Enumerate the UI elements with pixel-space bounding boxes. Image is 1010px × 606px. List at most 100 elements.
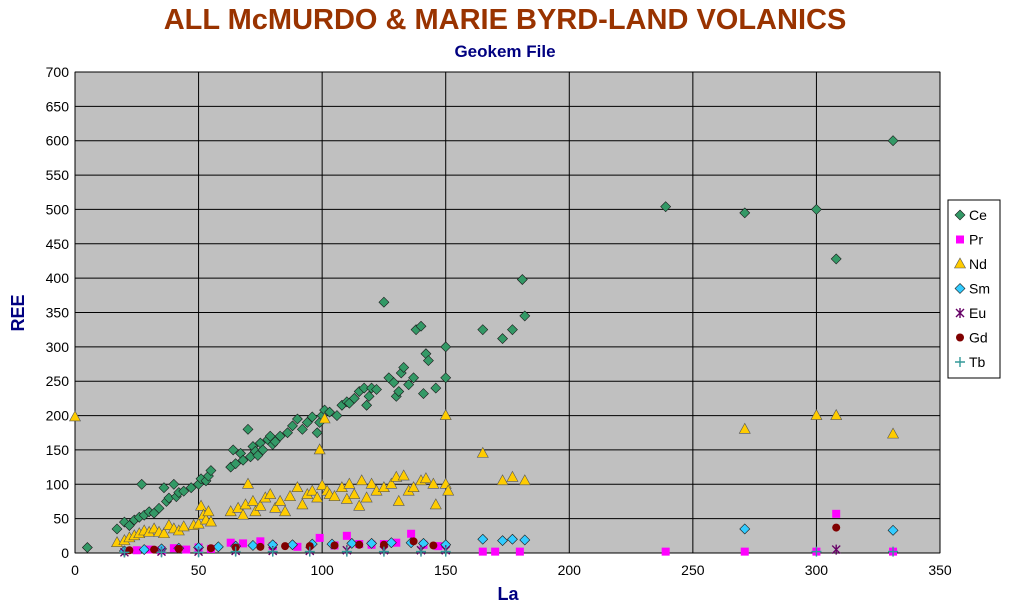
data-point-ce <box>660 201 672 213</box>
data-point-ce <box>440 372 452 384</box>
data-point-nd <box>355 474 368 486</box>
x-axis-title: La <box>497 584 519 604</box>
data-point-sm <box>346 537 358 549</box>
data-point-nd <box>810 408 823 420</box>
data-point-ce <box>296 423 308 435</box>
data-point-sm <box>497 535 508 547</box>
legend-label-nd: Nd <box>969 256 987 272</box>
data-point-nd <box>177 520 190 532</box>
data-point-ce <box>178 485 190 497</box>
legend-marker-nd <box>953 257 967 269</box>
data-point-ce <box>408 372 420 384</box>
legend-marker-gd <box>956 333 964 342</box>
data-point-ce <box>393 386 405 397</box>
data-point-pr <box>226 538 235 547</box>
data-point-ce <box>497 333 508 345</box>
data-point-ce <box>227 444 239 456</box>
data-point-gd <box>305 542 314 551</box>
data-point-nd <box>157 527 170 539</box>
y-tick-label: 50 <box>53 511 69 527</box>
data-point-tb <box>304 546 315 557</box>
data-point-sm <box>739 523 751 535</box>
data-point-nd <box>328 490 341 501</box>
data-point-ce <box>418 388 429 400</box>
data-point-nd <box>264 487 277 499</box>
data-point-nd <box>269 501 282 513</box>
legend-marker-eu <box>955 308 965 318</box>
data-point-tb <box>156 547 167 558</box>
data-point-gd <box>355 540 364 549</box>
data-point-nd <box>195 499 208 511</box>
data-point-tb <box>888 546 899 557</box>
data-point-gd <box>429 541 438 550</box>
data-point-ce <box>257 444 269 456</box>
data-point-ce <box>111 523 123 535</box>
data-point-ce <box>516 274 528 285</box>
data-point-nd <box>254 499 267 511</box>
data-point-nd <box>348 487 361 499</box>
data-point-ce <box>811 204 822 215</box>
data-point-pr <box>434 542 443 551</box>
data-point-nd <box>246 494 259 506</box>
series-tb <box>119 546 899 558</box>
data-point-ce <box>153 502 165 514</box>
data-point-gd <box>379 540 388 549</box>
data-point-tb <box>440 546 451 557</box>
data-point-ce <box>81 542 93 553</box>
data-point-nd <box>306 484 319 496</box>
data-point-nd <box>887 427 900 439</box>
data-point-ce <box>292 413 303 425</box>
data-point-ce <box>230 458 242 470</box>
data-point-ce <box>269 436 281 448</box>
data-point-tb <box>267 546 278 557</box>
data-point-ce <box>331 410 343 421</box>
data-point-tb <box>119 547 130 558</box>
data-point-pr <box>740 547 749 556</box>
data-point-sm <box>247 540 259 551</box>
data-point-nd <box>296 498 309 510</box>
data-point-ce <box>422 355 434 367</box>
data-point-ce <box>519 310 531 322</box>
data-point-pr <box>315 533 324 542</box>
data-point-gd <box>125 546 134 555</box>
data-point-gd <box>174 544 183 553</box>
data-point-gd <box>832 523 841 532</box>
data-point-tb <box>378 546 389 557</box>
data-point-nd <box>249 505 262 517</box>
data-point-sm <box>519 534 531 546</box>
data-point-ce <box>388 377 400 389</box>
data-point-nd <box>429 498 442 510</box>
data-point-nd <box>316 479 329 490</box>
data-point-tb <box>230 546 241 557</box>
legend-label-ce: Ce <box>969 207 987 223</box>
data-point-ce <box>371 384 382 395</box>
data-point-ce <box>363 390 375 402</box>
data-point-pr <box>342 531 351 540</box>
data-point-pr <box>239 539 248 548</box>
x-tick-label: 150 <box>434 562 458 578</box>
y-tick-label: 200 <box>46 408 70 424</box>
x-tick-label: 0 <box>71 562 79 578</box>
data-point-ce <box>361 399 373 411</box>
data-point-ce <box>403 379 415 391</box>
data-point-ce <box>282 427 293 439</box>
x-tick-label: 300 <box>805 562 829 578</box>
data-point-nd <box>385 477 398 489</box>
data-point-nd <box>476 446 489 458</box>
y-axis-title: REE <box>8 294 28 331</box>
data-point-ce <box>739 207 751 219</box>
legend-label-gd: Gd <box>969 330 988 346</box>
data-point-gd <box>281 542 290 551</box>
data-point-pr <box>256 537 265 546</box>
data-point-ce <box>507 324 518 336</box>
data-point-gd <box>409 537 418 546</box>
data-point-ce <box>311 427 323 439</box>
y-tick-label: 550 <box>46 167 70 183</box>
data-point-ce <box>205 465 217 476</box>
data-point-ce <box>348 392 360 404</box>
data-point-nd <box>241 477 255 489</box>
data-point-pr <box>407 529 416 538</box>
data-point-gd <box>206 544 215 553</box>
data-point-sm <box>507 533 518 545</box>
data-point-sm <box>287 539 298 551</box>
